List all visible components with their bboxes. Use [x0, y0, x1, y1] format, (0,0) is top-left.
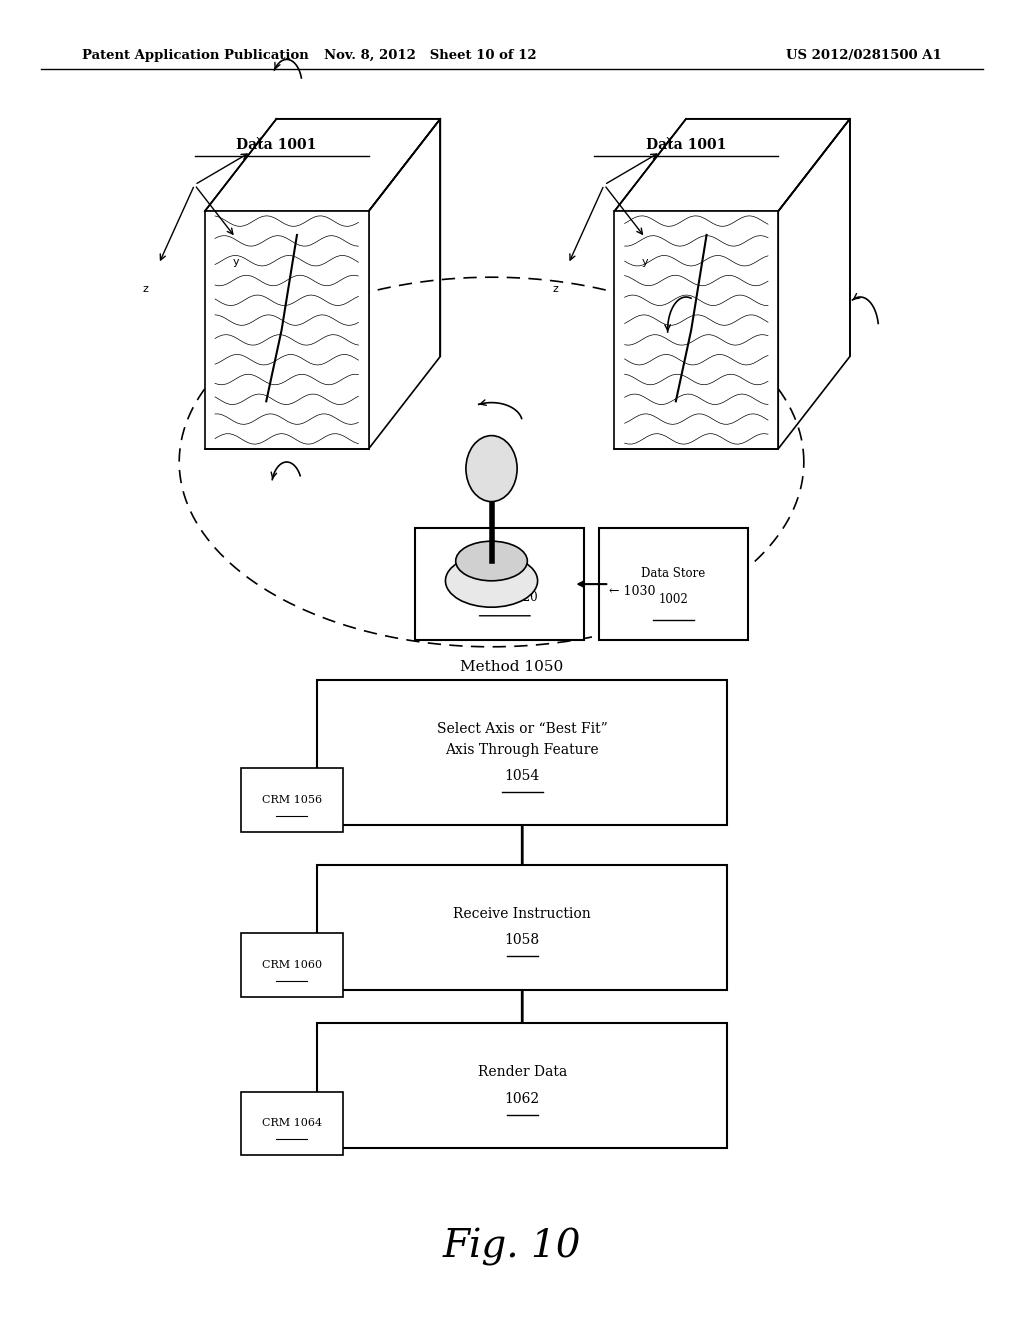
Text: y: y: [232, 257, 239, 268]
Text: 1058: 1058: [505, 933, 540, 948]
Text: Method 1050: Method 1050: [461, 660, 563, 673]
Text: US 2012/0281500 A1: US 2012/0281500 A1: [786, 49, 942, 62]
Polygon shape: [614, 211, 778, 449]
Text: Select Axis or “Best Fit”: Select Axis or “Best Fit”: [437, 722, 607, 735]
Text: CRM 1056: CRM 1056: [262, 795, 322, 805]
Text: Computing: Computing: [466, 568, 532, 579]
Text: Data 1001: Data 1001: [646, 137, 726, 152]
Text: CRM 1060: CRM 1060: [262, 960, 322, 970]
FancyBboxPatch shape: [415, 528, 584, 640]
Text: ← 1030: ← 1030: [609, 585, 655, 598]
FancyBboxPatch shape: [317, 680, 727, 825]
Text: 1062: 1062: [505, 1092, 540, 1106]
Text: x: x: [256, 135, 262, 145]
Text: Nov. 8, 2012   Sheet 10 of 12: Nov. 8, 2012 Sheet 10 of 12: [324, 49, 537, 62]
Text: Fig. 10: Fig. 10: [442, 1229, 582, 1266]
Text: y: y: [642, 257, 648, 268]
FancyBboxPatch shape: [317, 1023, 727, 1148]
Text: Receive Instruction: Receive Instruction: [454, 907, 591, 921]
Text: Render Data: Render Data: [477, 1065, 567, 1080]
Text: Device  1020: Device 1020: [461, 591, 538, 603]
Circle shape: [466, 436, 517, 502]
Text: Patent Application Publication: Patent Application Publication: [82, 49, 308, 62]
FancyBboxPatch shape: [241, 1092, 343, 1155]
Text: CRM 1064: CRM 1064: [262, 1118, 322, 1129]
FancyBboxPatch shape: [241, 933, 343, 997]
Text: z: z: [552, 284, 558, 294]
Text: x: x: [666, 135, 672, 145]
Text: Data Store: Data Store: [641, 568, 706, 579]
Text: z: z: [142, 284, 148, 294]
Ellipse shape: [445, 554, 538, 607]
Text: Data 1001: Data 1001: [237, 137, 316, 152]
Text: Axis Through Feature: Axis Through Feature: [445, 743, 599, 756]
Text: 1002: 1002: [658, 594, 688, 606]
Polygon shape: [205, 211, 369, 449]
Ellipse shape: [456, 541, 527, 581]
FancyBboxPatch shape: [317, 865, 727, 990]
Text: 1054: 1054: [505, 770, 540, 783]
FancyBboxPatch shape: [241, 768, 343, 832]
FancyBboxPatch shape: [599, 528, 748, 640]
